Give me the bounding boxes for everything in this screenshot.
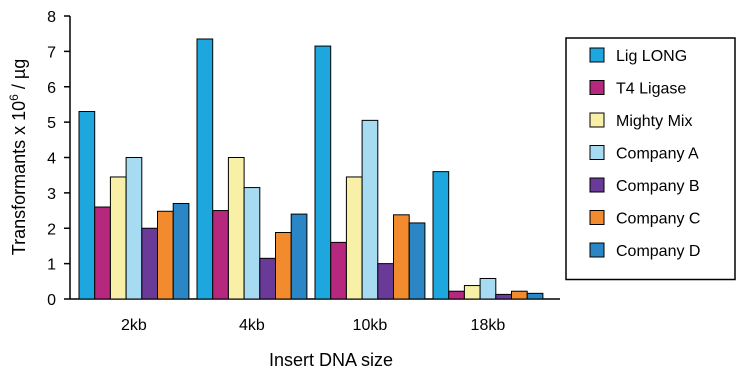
legend-entry: Company C [616,211,700,228]
bar-company-a-18kb [479,277,497,300]
y-tick-label: 4 [47,151,56,168]
bar-t4-ligase-18kb [448,290,465,300]
bar-lig-long-10kb [314,45,332,300]
legend-entry: Company B [616,178,700,195]
y-tick-label: 1 [47,257,56,274]
bar-t4-ligase-4kb [212,210,229,300]
bar-mighty-mix-4kb [227,157,245,300]
bar-company-d-18kb [526,292,544,300]
legend-entry: Company D [616,243,700,260]
legend-entry: Mighty Mix [616,113,692,130]
bar-t4-ligase-2kb [94,206,111,300]
bar-mighty-mix-10kb [345,176,363,300]
bar-company-d-4kb [290,213,308,300]
labels-layer: 0 1 2 3 4 5 6 7 8 2kb 4kb 10kb 18kb [47,9,505,334]
bar-lig-long-18kb [432,171,450,300]
bar-company-a-4kb [243,187,261,300]
y-axis-title-exponent: 6 [7,94,21,101]
bar-company-d-10kb [408,222,426,300]
y-tick-label: 5 [47,115,56,132]
bar-mighty-mix-2kb [109,176,127,300]
bar-company-c-18kb [511,290,528,300]
legend-swatch [589,112,605,128]
bar-company-d-2kb [172,202,190,300]
legend: Lig LONG T4 Ligase Mighty Mix Company A Comp… [565,37,736,281]
bars-layer [78,38,544,300]
legend-entry: T4 Ligase [616,81,686,98]
y-axis-title-unit: / µg [9,59,29,94]
bar-lig-long-4kb [196,38,214,300]
y-tick-label: 6 [47,80,56,97]
x-tick-label: 18kb [471,317,506,334]
x-tick-label: 4kb [239,317,265,334]
bar-company-a-2kb [125,157,143,300]
y-tick-label: 8 [47,9,56,26]
bar-company-b-18kb [495,293,512,300]
y-tick-label: 7 [47,44,56,61]
y-tick-label: 3 [47,186,56,203]
y-axis-title: Transformants x 106 / µg [7,59,29,255]
x-tick-label: 10kb [353,317,388,334]
bar-company-b-4kb [259,257,276,300]
bar-company-b-10kb [377,263,394,300]
bar-company-c-4kb [275,232,292,300]
bar-lig-long-2kb [78,111,96,300]
y-axis-title-main: Transformants x 10 [9,101,29,255]
legend-entry: Lig LONG [616,48,687,65]
x-axis-title: Insert DNA size [269,350,393,370]
legend-entry: Company A [616,146,699,163]
legend-swatch [589,47,605,63]
legend-swatch [589,242,605,258]
bar-t4-ligase-10kb [330,241,347,300]
legend-swatch [589,177,605,193]
bar-company-c-2kb [157,210,174,300]
legend-swatch [589,145,605,160]
y-tick-label: 0 [47,292,56,309]
x-tick-label: 2kb [121,317,147,334]
bar-company-a-10kb [361,119,379,300]
y-tick-label: 2 [47,221,56,238]
bar-company-b-2kb [141,227,159,300]
legend-swatch [589,80,605,95]
bar-mighty-mix-18kb [463,285,481,300]
bar-company-c-10kb [393,214,410,300]
legend-swatch [589,210,605,225]
